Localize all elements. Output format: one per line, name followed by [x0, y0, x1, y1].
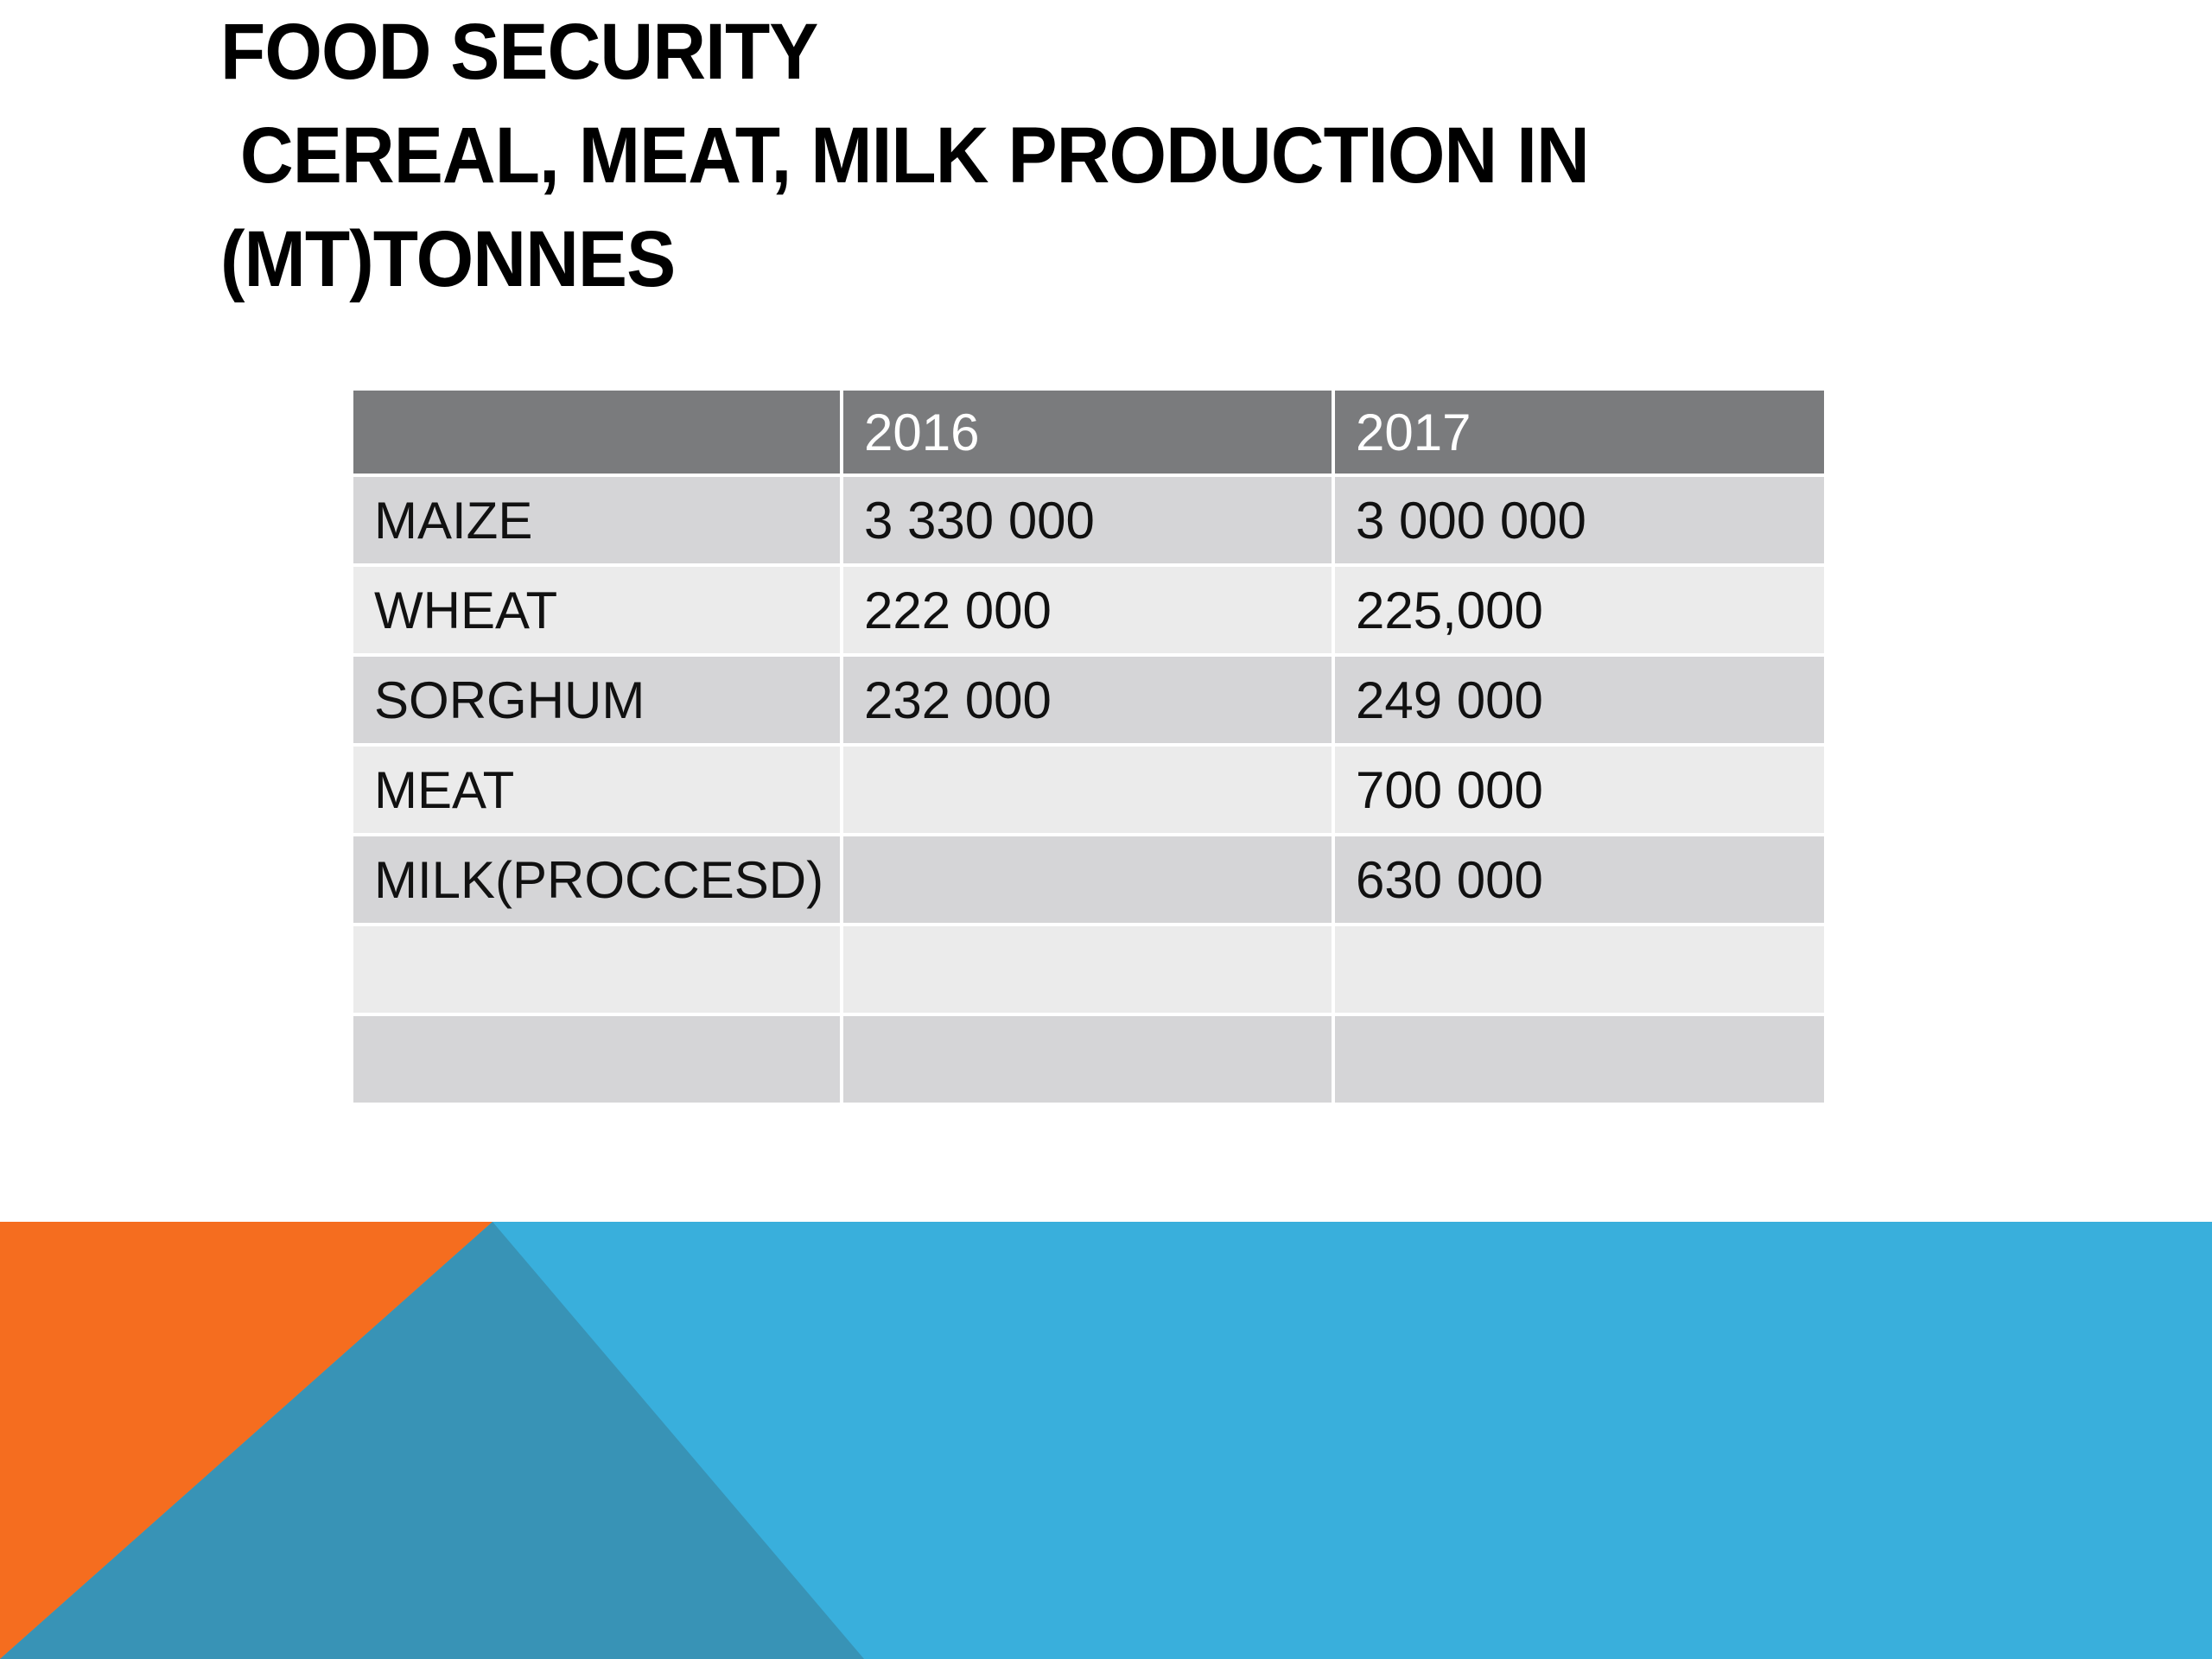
header-cell-2017: 2017 — [1332, 387, 1827, 477]
row-label: SORGHUM — [350, 653, 843, 747]
footer-teal-triangle — [0, 1222, 864, 1659]
cell-2017 — [1332, 1013, 1827, 1106]
row-label — [350, 1013, 843, 1106]
table-header-row: 2016 2017 — [350, 387, 1827, 477]
header-cell-label — [350, 387, 843, 477]
cell-2017: 225,000 — [1332, 563, 1827, 657]
table-row: MILK(PROCCESD) 630 000 — [350, 833, 1827, 926]
cell-2017: 700 000 — [1332, 743, 1827, 836]
slide-title: FOOD SECURITY CEREAL, MEAT, MILK PRODUCT… — [220, 8, 1590, 303]
table-row: WHEAT 222 000 225,000 — [350, 563, 1827, 657]
row-label — [350, 923, 843, 1016]
cell-2016: 3 330 000 — [840, 474, 1335, 567]
cell-2016 — [840, 1013, 1335, 1106]
cell-2016 — [840, 833, 1335, 926]
row-label: MEAT — [350, 743, 843, 836]
header-cell-2016: 2016 — [840, 387, 1335, 477]
table-row-empty — [350, 923, 1827, 1016]
production-table: 2016 2017 MAIZE 3 330 000 3 000 000 WHEA… — [350, 387, 1827, 1106]
cell-2016: 232 000 — [840, 653, 1335, 747]
cell-2017 — [1332, 923, 1827, 1016]
row-label: MAIZE — [350, 474, 843, 567]
cell-2017: 3 000 000 — [1332, 474, 1827, 567]
cell-2016 — [840, 923, 1335, 1016]
cell-2017: 249 000 — [1332, 653, 1827, 747]
cell-2017: 630 000 — [1332, 833, 1827, 926]
cell-2016 — [840, 743, 1335, 836]
table-row: SORGHUM 232 000 249 000 — [350, 653, 1827, 747]
table-row: MAIZE 3 330 000 3 000 000 — [350, 474, 1827, 567]
row-label: WHEAT — [350, 563, 843, 657]
cell-2016: 222 000 — [840, 563, 1335, 657]
table-row: MEAT 700 000 — [350, 743, 1827, 836]
row-label: MILK(PROCCESD) — [350, 833, 843, 926]
decorative-footer-band — [0, 1222, 2212, 1659]
table-row-empty — [350, 1013, 1827, 1106]
